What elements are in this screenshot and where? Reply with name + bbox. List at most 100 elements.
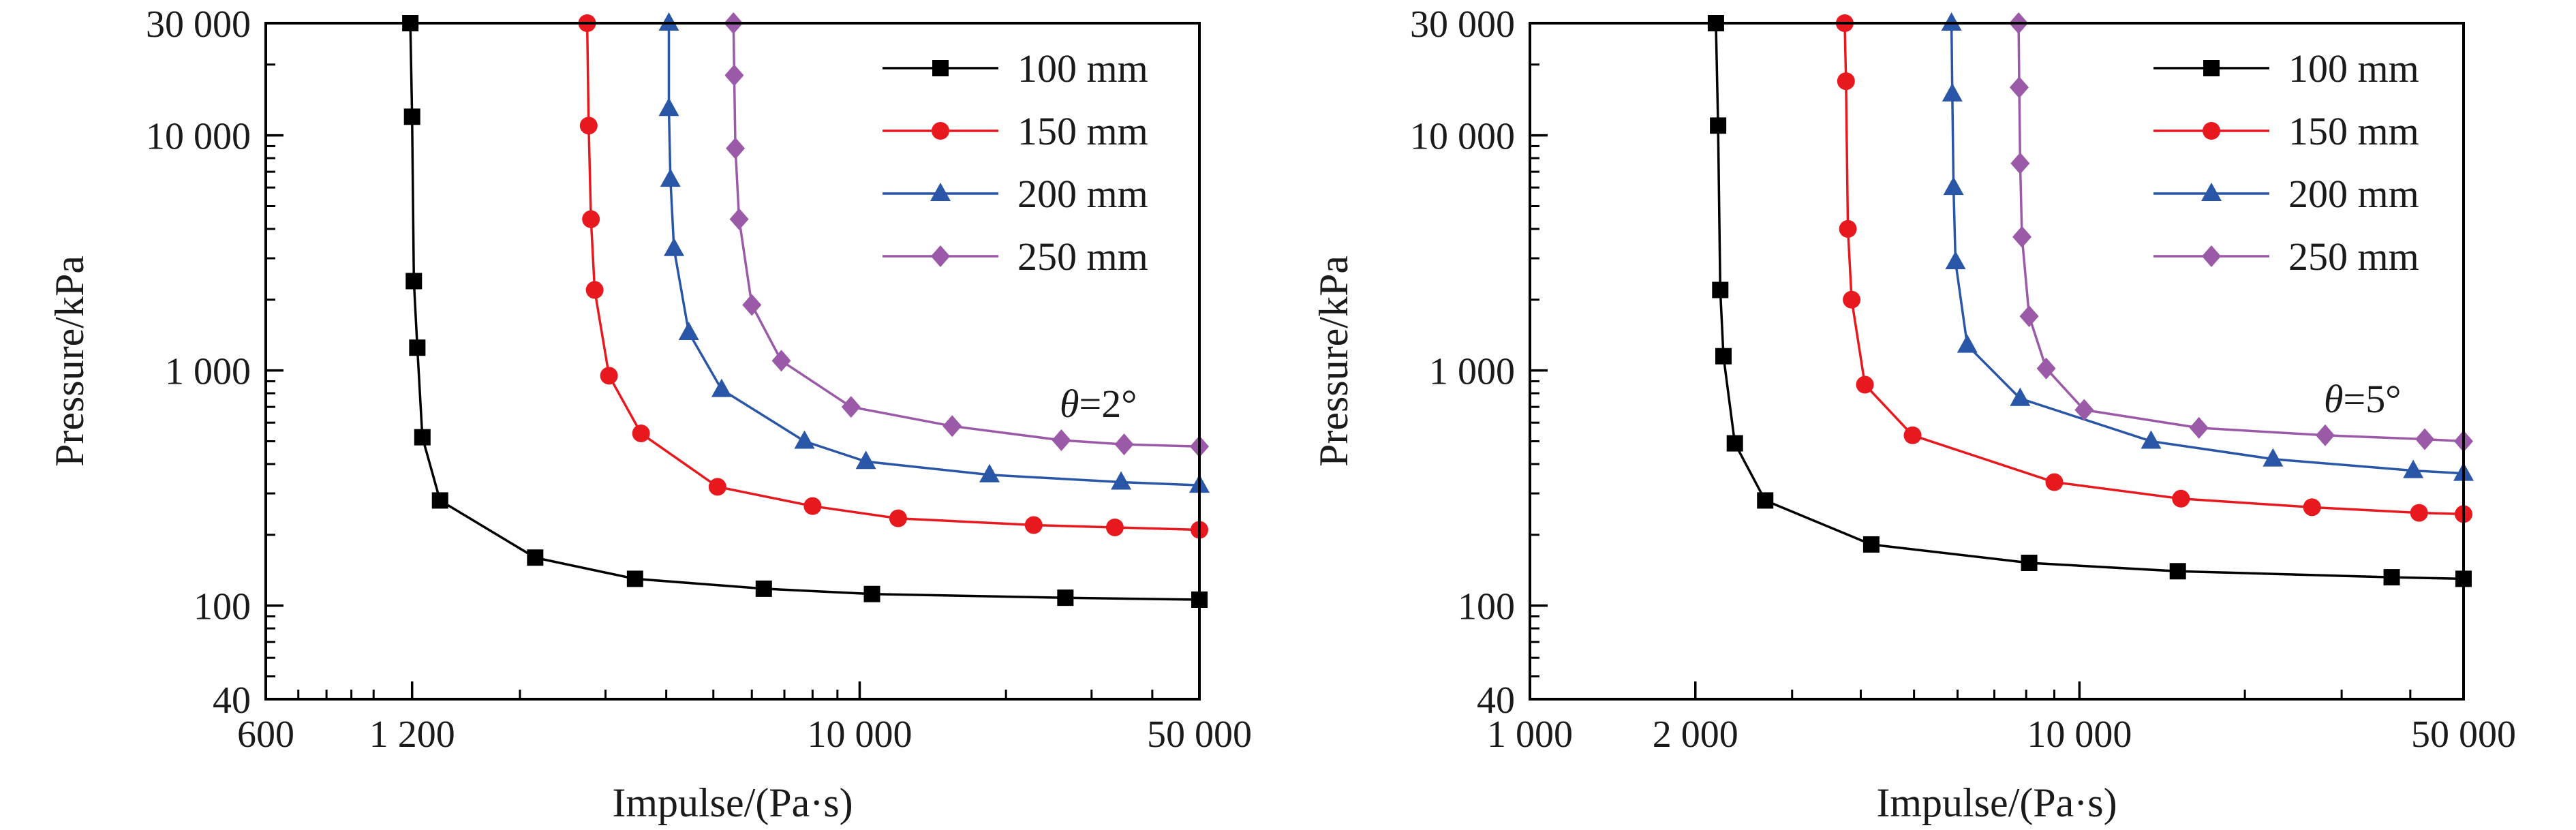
angle-value: =5°	[2344, 377, 2402, 421]
data-point	[585, 281, 604, 299]
angle-annotation: θ=2°	[1060, 382, 1137, 426]
x-tick-label: 1 000	[1487, 713, 1573, 756]
legend-label: 250 mm	[2288, 234, 2419, 279]
legend-item: 250 mm	[883, 234, 1148, 279]
series-line	[409, 22, 1200, 601]
data-point	[841, 396, 861, 418]
y-tick-label: 30 000	[1410, 3, 1515, 46]
y-axis-label: Pressure/kPa	[1311, 256, 1356, 467]
legend-item: 200 mm	[2153, 172, 2419, 216]
x-tick-label: 10 000	[807, 713, 912, 756]
data-point	[1941, 12, 1962, 31]
plot-frame	[264, 22, 1201, 701]
data-point	[2315, 424, 2335, 446]
y-tick-label: 40	[213, 679, 251, 722]
y-tick-label: 40	[1477, 679, 1515, 722]
plot-area	[1707, 12, 2474, 587]
angle-value: =2°	[1079, 382, 1137, 426]
series-line	[1950, 22, 2464, 475]
data-point	[729, 208, 749, 230]
legend-marker	[2203, 122, 2220, 140]
legend-marker	[930, 183, 951, 201]
data-point	[1837, 72, 1855, 91]
series-150mm	[1835, 14, 2472, 523]
data-point	[2410, 504, 2428, 522]
data-point	[1710, 117, 1727, 134]
y-tick-label: 10 000	[1410, 116, 1515, 158]
theta-symbol: θ	[1060, 382, 1079, 426]
data-point	[1957, 334, 1978, 353]
y-tick-label: 1 000	[165, 351, 251, 393]
data-point	[794, 430, 815, 449]
data-point	[708, 478, 726, 496]
y-tick-label: 30 000	[146, 3, 251, 46]
data-point	[2263, 448, 2284, 467]
data-point	[2383, 569, 2400, 586]
legend-marker	[2201, 183, 2222, 201]
data-point	[658, 97, 679, 117]
legend-marker	[931, 245, 950, 267]
x-tick-label: 50 000	[1147, 713, 1252, 756]
x-axis-label: Impulse/(Pa·s)	[612, 780, 853, 825]
data-point	[409, 339, 426, 356]
x-tick-label: 2 000	[1653, 713, 1738, 756]
data-point	[600, 367, 618, 385]
data-point	[724, 64, 744, 87]
data-point	[2010, 76, 2029, 99]
legend-label: 100 mm	[2288, 46, 2419, 91]
y-axis-label: Pressure/kPa	[47, 256, 92, 467]
data-point	[2021, 554, 2038, 571]
legend-item: 100 mm	[2153, 46, 2419, 91]
data-point	[2303, 498, 2321, 517]
data-point	[855, 450, 876, 470]
legend-item: 100 mm	[883, 46, 1148, 91]
plot-frame	[1529, 22, 2465, 701]
data-point	[527, 549, 544, 566]
data-point	[658, 12, 679, 31]
data-point	[1712, 281, 1729, 298]
data-point	[579, 117, 598, 135]
legend: 100 mm 150 mm 200 mm 250 mm	[2153, 46, 2419, 279]
data-point	[1943, 176, 1964, 196]
data-point	[1114, 433, 1134, 456]
data-point	[942, 415, 962, 437]
data-point	[863, 585, 880, 602]
legend: 100 mm 150 mm 200 mm 250 mm	[883, 46, 1148, 279]
data-point	[1105, 518, 1124, 536]
data-point	[726, 137, 746, 159]
legend-marker	[932, 122, 949, 140]
data-point	[2415, 428, 2435, 450]
legend-label: 150 mm	[1017, 109, 1148, 153]
data-point	[2189, 416, 2209, 439]
data-point	[2169, 563, 2186, 580]
series-100mm	[1707, 15, 2472, 587]
series-line	[1715, 22, 2464, 581]
data-point	[582, 210, 600, 228]
legend-item: 200 mm	[883, 172, 1148, 216]
legend-label: 150 mm	[2288, 109, 2419, 153]
data-point	[2074, 399, 2094, 421]
data-point	[1726, 435, 1743, 452]
data-point	[889, 509, 907, 527]
y-tick-label: 1 000	[1429, 351, 1515, 393]
legend-marker	[932, 60, 949, 76]
data-point	[2045, 473, 2064, 491]
chart-panel-1: 600 1 200 10 000 50 000 40 100 1 000 10 000 30 0…	[47, 3, 1252, 825]
data-point	[664, 237, 685, 256]
data-point	[1843, 290, 1861, 309]
data-point	[431, 492, 448, 509]
legend-label: 200 mm	[2288, 172, 2419, 216]
data-point	[2403, 459, 2424, 478]
series-250mm	[2009, 12, 2473, 452]
y-tick-label: 100	[1458, 586, 1515, 628]
data-point	[2010, 152, 2030, 174]
data-point	[1839, 219, 1857, 238]
data-point	[405, 273, 423, 290]
data-point	[414, 429, 431, 446]
legend-label: 100 mm	[1017, 46, 1148, 91]
data-point	[1945, 251, 1966, 270]
angle-annotation: θ=5°	[2324, 377, 2401, 421]
chart-panel-2: 1 000 2 000 10 000 50 000 40 100 1 000 10 000 30…	[1311, 3, 2516, 825]
data-point	[1757, 492, 1774, 509]
